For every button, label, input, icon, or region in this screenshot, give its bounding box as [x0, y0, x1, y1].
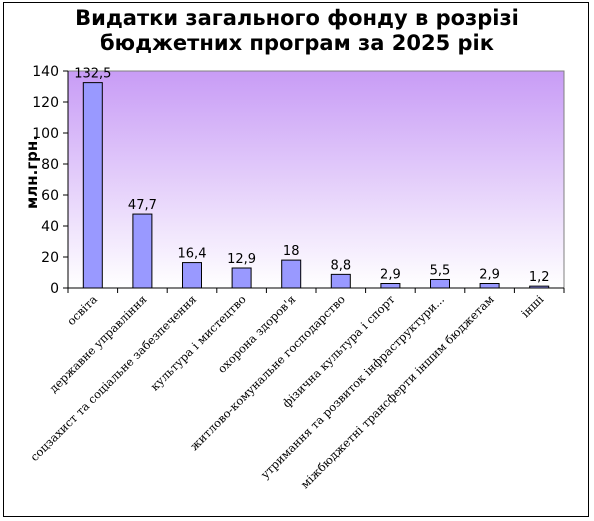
category-label: інші [518, 292, 546, 320]
category-label: культура і мистецтво [147, 292, 248, 393]
category-label: утримання та розвиток інфраструктури... [258, 292, 447, 481]
bar [529, 285, 550, 289]
data-label: 47,7 [128, 198, 157, 213]
data-label: 12,9 [227, 252, 256, 267]
data-label: 16,4 [178, 247, 207, 262]
bar [330, 273, 351, 289]
bar [82, 82, 103, 289]
y-tick-label: 140 [32, 64, 59, 80]
data-label: 2,9 [380, 268, 401, 283]
y-tick-label: 80 [41, 157, 59, 173]
bar [132, 213, 153, 289]
bar [182, 262, 202, 289]
category-label: державне управління [46, 292, 149, 395]
y-tick-label: 20 [41, 250, 59, 266]
chart-title-line-2: бюджетних програм за 2025 рік [100, 31, 494, 55]
y-tick-label: 60 [41, 188, 59, 204]
data-label: 8,8 [330, 258, 351, 273]
y-tick-label: 40 [41, 219, 59, 235]
y-tick-label: 120 [32, 95, 59, 111]
chart-title: Видатки загального фонду в розрізі бюдже… [0, 6, 594, 56]
y-tick-label: 0 [50, 281, 59, 297]
bars [82, 82, 550, 289]
data-label: 2,9 [479, 268, 500, 283]
data-label: 132,5 [74, 67, 111, 82]
bar [430, 278, 450, 289]
data-label: 5,5 [430, 263, 451, 278]
data-label: 18 [283, 244, 300, 259]
bar [380, 283, 401, 289]
bar [231, 267, 252, 289]
y-tick-labels: 0 20 40 60 80 100 120 140 [32, 64, 59, 297]
data-label: 1,2 [529, 270, 550, 285]
category-label: освіта [64, 292, 100, 328]
bar [479, 283, 500, 289]
data-labels: 132,5 47,7 16,4 12,9 18 8,8 2,9 5,5 2,9 1,2 [74, 67, 549, 286]
y-axis-title: млн.грн. [23, 135, 41, 209]
y-tick-label: 100 [32, 126, 59, 142]
bar [281, 259, 302, 289]
chart-title-line-1: Видатки загального фонду в розрізі [75, 6, 519, 30]
